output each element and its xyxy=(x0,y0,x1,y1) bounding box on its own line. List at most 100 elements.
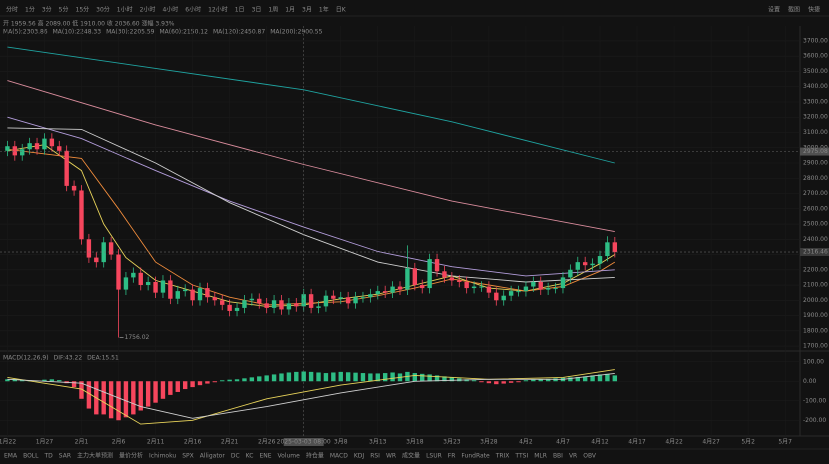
x-tick-label: 3月8 xyxy=(334,439,348,446)
crosshair-price-tag xyxy=(800,147,829,156)
indicator-tab[interactable]: BOLL xyxy=(23,453,39,460)
indicator-tab[interactable]: TRIX xyxy=(495,453,510,460)
candle-body xyxy=(264,303,269,308)
timeframe-button[interactable]: 1周 xyxy=(268,7,278,14)
indicator-tab[interactable]: 量价分析 xyxy=(119,452,143,460)
indicator-line xyxy=(7,372,615,419)
timeframe-button[interactable]: 2小时 xyxy=(140,6,156,14)
macd-bar xyxy=(368,373,373,382)
macd-bar xyxy=(190,381,195,388)
indicator-tab[interactable]: TTSI xyxy=(514,453,528,460)
toolbar-action[interactable]: 设置 xyxy=(768,6,780,14)
timeframe-button[interactable]: 4小时 xyxy=(162,6,178,14)
indicator-tab[interactable]: ENE xyxy=(259,453,271,460)
macd-bar xyxy=(323,373,329,382)
indicator-tab[interactable]: MLR xyxy=(534,453,547,460)
macd-bar xyxy=(545,378,551,382)
y-tick-label: 2900.00 xyxy=(803,160,828,167)
x-tick-label: 3月18 xyxy=(406,439,424,446)
timeframe-button[interactable]: 1日 xyxy=(235,7,245,14)
timeframe-button[interactable]: 6小时 xyxy=(185,6,201,14)
indicator-tab[interactable]: EMA xyxy=(4,453,18,460)
y-tick-label: 3500.00 xyxy=(803,68,828,75)
x-tick-label: 3月13 xyxy=(369,439,387,446)
candle-body xyxy=(301,294,306,307)
macd-bar xyxy=(508,381,514,383)
candle-body xyxy=(182,289,188,292)
timeframe-button[interactable]: 分时 xyxy=(6,6,18,14)
y-tick-label: -100.00 xyxy=(803,397,826,404)
macd-bar xyxy=(205,381,210,384)
indicator-tab[interactable]: Volume xyxy=(278,453,301,460)
y-tick-label: 3300.00 xyxy=(803,98,828,105)
timeframe-button[interactable]: 日K xyxy=(336,7,347,14)
macd-bar xyxy=(471,380,477,382)
candle-body xyxy=(234,307,240,311)
candle-body xyxy=(12,146,18,156)
macd-bar xyxy=(353,372,358,382)
candle-body xyxy=(212,297,218,301)
y-tick-label: 1800.00 xyxy=(803,327,828,334)
macd-bar xyxy=(145,381,151,407)
timeframe-button[interactable]: 3分 xyxy=(42,6,52,14)
indicator-tab[interactable]: Alligator xyxy=(200,453,226,460)
macd-bar xyxy=(212,381,218,383)
macd-bar xyxy=(79,381,84,399)
macd-bar xyxy=(501,381,506,384)
indicator-line xyxy=(7,80,615,233)
indicator-tab[interactable]: SAR xyxy=(59,453,71,460)
legend-entry: MA(120):2450.87 xyxy=(213,29,265,36)
indicator-tab[interactable]: VR xyxy=(569,453,577,460)
timeframe-button[interactable]: 12小时 xyxy=(208,6,228,14)
indicator-tab[interactable]: WR xyxy=(386,453,396,460)
indicator-tab[interactable]: KDJ xyxy=(354,453,365,460)
candle-body xyxy=(205,288,210,298)
indicator-tab[interactable]: LSUR xyxy=(426,453,442,460)
timeframe-button[interactable]: 5分 xyxy=(59,6,69,14)
indicator-tab[interactable]: BBI xyxy=(553,453,563,460)
macd-bar xyxy=(182,381,188,390)
timeframe-button[interactable]: 30分 xyxy=(96,6,110,14)
indicator-tab[interactable]: 主力大单预测 xyxy=(77,452,113,460)
candle-body xyxy=(153,281,158,293)
timeframe-button[interactable]: 1小时 xyxy=(117,6,133,14)
indicator-tab[interactable]: MACD xyxy=(330,453,348,460)
macd-bar xyxy=(449,377,455,382)
macd-bar xyxy=(57,380,62,382)
macd-bar xyxy=(197,381,203,386)
indicator-tab[interactable]: FundRate xyxy=(461,453,490,460)
macd-bar xyxy=(553,378,558,382)
candle-body xyxy=(123,277,129,290)
indicator-tab[interactable]: KC xyxy=(246,453,254,460)
y-tick-label: 100.00 xyxy=(803,358,824,365)
indicator-tab[interactable]: RSI xyxy=(370,453,380,460)
x-tick-label: 1月22 xyxy=(0,439,16,446)
timeframe-button[interactable]: 3日 xyxy=(252,7,262,14)
candle-body xyxy=(242,300,247,308)
timeframe-button[interactable]: 1分 xyxy=(25,6,35,14)
timeframe-button[interactable]: 1年 xyxy=(319,6,329,14)
candle-body xyxy=(479,286,484,288)
indicator-tab[interactable]: TD xyxy=(44,453,54,460)
toolbar-action[interactable]: 快捷 xyxy=(808,6,820,14)
indicator-tab[interactable]: DC xyxy=(231,453,240,460)
macd-bar xyxy=(479,381,484,383)
timeframe-button[interactable]: 3月 xyxy=(302,7,312,14)
indicator-tab[interactable]: Ichimoku xyxy=(149,453,176,460)
toolbar-action[interactable]: 截图 xyxy=(788,6,800,14)
candle-body xyxy=(138,272,143,286)
indicator-tab[interactable]: 持仓量 xyxy=(306,452,324,460)
macd-bar xyxy=(242,378,247,382)
indicator-tab[interactable]: OBV xyxy=(583,453,597,460)
indicator-tab[interactable]: FR xyxy=(448,453,456,460)
crosshair-price: 2975.08 xyxy=(803,148,828,155)
indicator-tab[interactable]: SPX xyxy=(182,453,194,460)
macd-bar xyxy=(597,374,603,382)
candle-body xyxy=(160,280,166,293)
timeframe-button[interactable]: 15分 xyxy=(76,6,90,14)
indicator-tab[interactable]: 成交量 xyxy=(402,452,420,460)
timeframe-button[interactable]: 1月 xyxy=(285,7,295,14)
x-tick-label: 5月7 xyxy=(778,439,792,446)
candle-body xyxy=(175,291,180,299)
